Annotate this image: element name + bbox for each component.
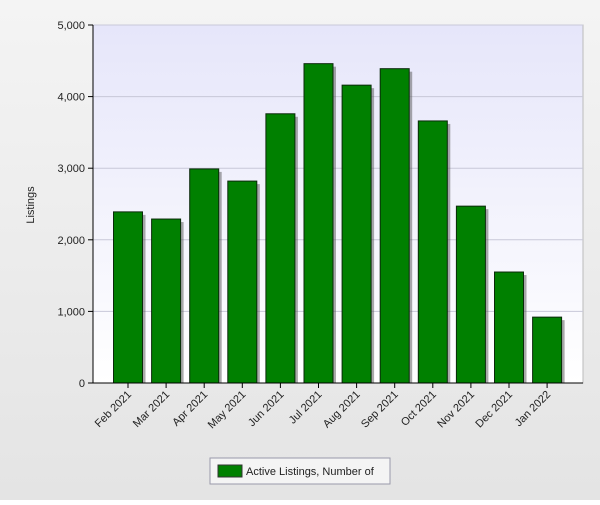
bar [379, 68, 410, 384]
y-tick-label: 1,000 [57, 306, 85, 318]
y-tick-label: 5,000 [57, 20, 85, 32]
bar [189, 168, 220, 384]
bar [303, 63, 334, 384]
y-tick-label: 0 [79, 378, 85, 390]
legend-swatch [217, 464, 243, 478]
bar [227, 180, 258, 384]
bar [532, 316, 563, 384]
bar [455, 205, 486, 384]
bar [113, 211, 143, 384]
bar [494, 271, 524, 384]
bar [341, 84, 372, 384]
y-tick-label: 4,000 [57, 92, 85, 104]
bar [151, 218, 182, 384]
legend-label: Active Listings, Number of [246, 466, 375, 478]
bar [265, 113, 296, 384]
bar [417, 120, 448, 384]
y-tick-label: 3,000 [57, 163, 85, 175]
y-axis-label: Listings [25, 186, 37, 224]
y-tick-label: 2,000 [57, 235, 85, 247]
